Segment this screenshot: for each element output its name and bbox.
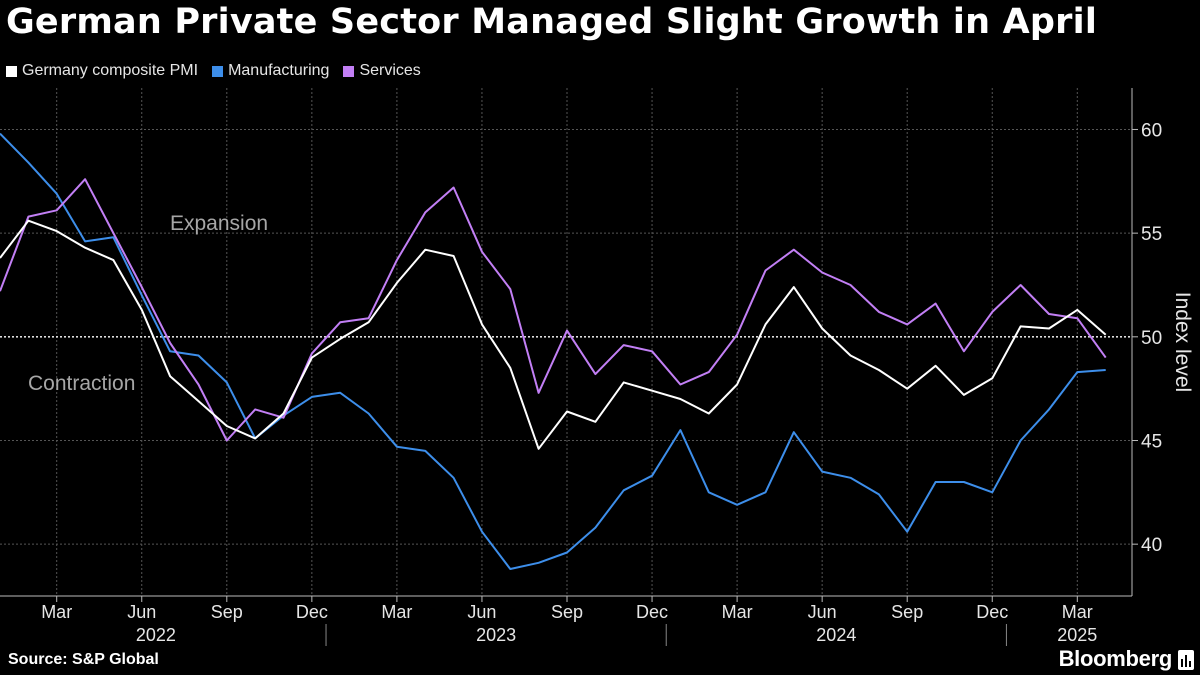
year-label: 2025 xyxy=(1057,625,1097,645)
x-tick-label: Sep xyxy=(211,602,243,622)
legend: Germany composite PMI Manufacturing Serv… xyxy=(6,60,421,82)
y-tick-label: 55 xyxy=(1141,224,1162,245)
annotation-contraction: Contraction xyxy=(28,372,135,395)
legend-label-services: Services xyxy=(359,62,421,79)
brand-logo: Bloomberg xyxy=(1058,646,1173,671)
legend-swatch-services xyxy=(343,65,355,77)
legend-item-composite: Germany composite PMI xyxy=(6,62,198,80)
legend-swatch-composite xyxy=(6,65,17,77)
year-label: 2024 xyxy=(816,625,856,645)
x-tick-label: Dec xyxy=(636,602,668,622)
chart-title: German Private Sector Managed Slight Gro… xyxy=(6,2,1098,42)
legend-item-manufacturing: Manufacturing xyxy=(212,62,329,80)
y-tick-label: 50 xyxy=(1141,328,1162,349)
x-tick-label: Jun xyxy=(127,602,156,622)
legend-label-composite: Germany composite PMI xyxy=(22,62,199,79)
x-tick-label: Sep xyxy=(891,602,923,622)
x-tick-label: Dec xyxy=(296,602,328,622)
source-note: Source: S&P Global xyxy=(8,651,159,668)
x-tick-label: Mar xyxy=(722,602,753,622)
x-tick-label: Dec xyxy=(976,602,1008,622)
annotation-expansion: Expansion xyxy=(170,212,268,235)
services-line xyxy=(0,178,1107,442)
x-tick-label: Mar xyxy=(381,602,412,622)
legend-label-manufacturing: Manufacturing xyxy=(228,62,330,79)
year-label: 2022 xyxy=(136,625,176,645)
manufacturing-line xyxy=(0,132,1106,570)
x-tick-label: Mar xyxy=(41,602,72,622)
bloomberg-terminal-icon xyxy=(1178,650,1194,670)
y-tick-label: 45 xyxy=(1141,431,1162,452)
legend-swatch-manufacturing xyxy=(212,65,224,77)
x-tick-label: Mar xyxy=(1062,602,1093,622)
y-tick-label: 60 xyxy=(1141,120,1162,141)
x-tick-label: Sep xyxy=(551,602,583,622)
year-label: 2023 xyxy=(476,625,516,645)
y-axis-label: Index level xyxy=(1171,292,1194,392)
y-tick-label: 40 xyxy=(1141,535,1162,556)
x-tick-label: Jun xyxy=(808,602,837,622)
legend-item-services: Services xyxy=(343,62,421,80)
x-tick-label: Jun xyxy=(467,602,496,622)
composite-pmi-line xyxy=(0,219,1107,450)
